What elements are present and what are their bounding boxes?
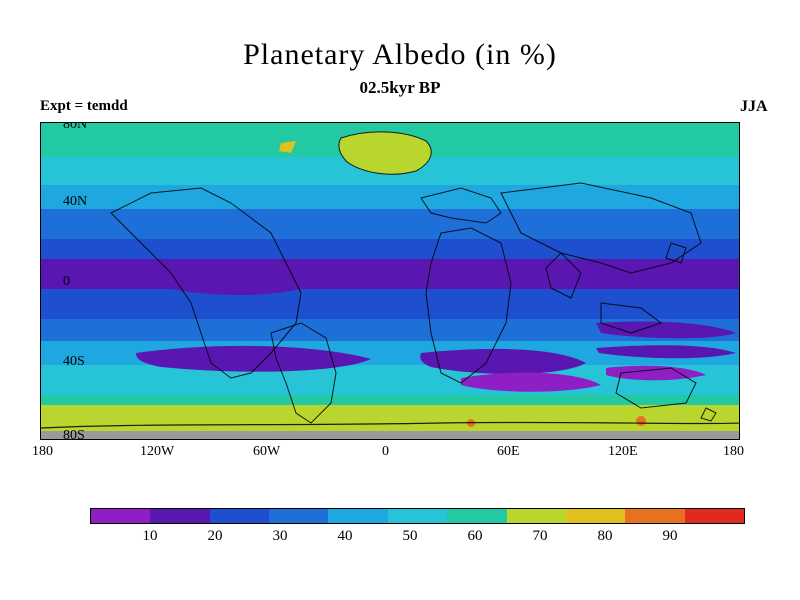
y-tick-0: 0 xyxy=(63,274,70,290)
legend-tick-80: 80 xyxy=(598,528,613,545)
legend-segment-1 xyxy=(150,509,209,523)
legend-tick-90: 90 xyxy=(663,528,678,545)
legend-segment-9 xyxy=(625,509,684,523)
legend-tick-10: 10 xyxy=(143,528,158,545)
legend-tick-30: 30 xyxy=(273,528,288,545)
expt-label: Expt = temdd xyxy=(40,98,128,115)
x-tick-180-left: 180 xyxy=(32,444,53,460)
legend-tick-20: 20 xyxy=(208,528,223,545)
x-tick-60w: 60W xyxy=(253,444,280,460)
subtitle-label: 02.5kyr BP xyxy=(0,78,800,98)
x-tick-120w: 120W xyxy=(140,444,174,460)
legend-segment-2 xyxy=(210,509,269,523)
x-tick-180-right: 180 xyxy=(723,444,744,460)
legend-tick-60: 60 xyxy=(468,528,483,545)
legend-segment-5 xyxy=(388,509,447,523)
legend-tick-50: 50 xyxy=(403,528,418,545)
albedo-map xyxy=(41,123,739,439)
color-legend-bar[interactable] xyxy=(90,508,745,524)
legend-segment-8 xyxy=(566,509,625,523)
season-label: JJA xyxy=(740,98,768,116)
legend-segment-7 xyxy=(507,509,566,523)
legend-tick-70: 70 xyxy=(533,528,548,545)
legend-segment-6 xyxy=(447,509,506,523)
y-tick-80S: 80S xyxy=(63,428,85,440)
legend-tick-labels: 10 20 30 40 50 60 70 80 90 xyxy=(90,528,745,548)
world-map-panel: 80N 40N 0 40S 80S xyxy=(40,122,740,440)
legend-tick-40: 40 xyxy=(338,528,353,545)
legend-segment-0 xyxy=(91,509,150,523)
y-tick-40N: 40N xyxy=(63,194,87,210)
x-tick-60e: 60E xyxy=(497,444,520,460)
y-tick-40S: 40S xyxy=(63,354,85,370)
legend-segment-3 xyxy=(269,509,328,523)
x-tick-120e: 120E xyxy=(608,444,638,460)
x-tick-0: 0 xyxy=(382,444,389,460)
legend-segment-10 xyxy=(685,509,744,523)
y-tick-80N: 80N xyxy=(63,122,87,133)
page-title: Planetary Albedo (in %) xyxy=(0,38,800,72)
legend-segment-4 xyxy=(328,509,387,523)
